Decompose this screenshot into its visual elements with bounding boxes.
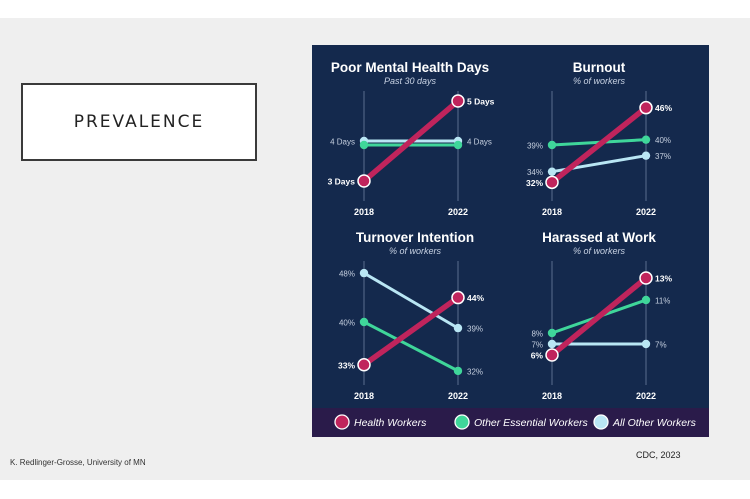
legend-label-other-essential-workers: Other Essential Workers <box>474 417 589 429</box>
series-line-health-workers <box>549 275 649 358</box>
data-point-health-workers-2022 <box>451 290 465 305</box>
tick-label-2022: 2022 <box>636 207 656 217</box>
footer-source: CDC, 2023 <box>636 450 681 460</box>
data-point-health-workers-2018 <box>357 358 371 372</box>
data-label-health-workers-2018: 3 Days <box>328 177 356 187</box>
top-bar <box>0 0 750 18</box>
data-point-health-workers-2018 <box>545 348 559 362</box>
series-line-health-workers <box>549 104 649 186</box>
tick-label-2022: 2022 <box>636 391 656 401</box>
tick-label-2018: 2018 <box>354 207 374 217</box>
data-label-other-essential-workers-2018: 8% <box>531 330 543 339</box>
data-point-all-other-workers-2018 <box>359 268 369 278</box>
panel-title: Harassed at Work <box>542 230 656 245</box>
infographic: Poor Mental Health Days Past 30 days 2018 2… <box>312 45 709 437</box>
tick-label-2018: 2018 <box>542 391 562 401</box>
data-point-health-workers-2022 <box>639 271 653 285</box>
panel-title: Poor Mental Health Days <box>331 60 489 75</box>
data-label-other-essential-workers-2022: 11% <box>655 297 670 306</box>
panel-turnover-intention: Turnover Intention% of workers 2018 2022 33… <box>338 230 484 401</box>
data-label-all-other-workers-2022: 7% <box>655 341 667 350</box>
tick-label-2022: 2022 <box>448 207 468 217</box>
data-label-all-other-workers-2022: 39% <box>467 325 483 334</box>
legend-label-all-other-workers: All Other Workers <box>612 417 697 429</box>
data-label-other-essential-workers-2018: 39% <box>527 142 543 151</box>
data-point-other-essential-workers-2022 <box>641 135 651 144</box>
panel-title: Turnover Intention <box>356 230 474 245</box>
panel-burnout: Burnout% of workers 2018 2022 32% 46% 39% 40% 3… <box>526 60 672 217</box>
slide-title: PREVALENCE <box>73 112 205 132</box>
data-label-health-workers-2022: 46% <box>655 103 672 113</box>
data-point-other-essential-workers-2018 <box>547 328 557 338</box>
data-label-all-other-workers-2018: 48% <box>339 270 355 279</box>
data-point-health-workers-2018 <box>545 175 559 190</box>
footer-credit: K. Redlinger-Grosse, University of MN <box>10 458 146 467</box>
data-label-all-other-workers-2022: 4 Days <box>467 138 492 147</box>
tick-label-2022: 2022 <box>448 391 468 401</box>
data-label-health-workers-2022: 5 Days <box>467 97 495 107</box>
data-label-health-workers-2022: 13% <box>655 274 672 284</box>
tick-label-2018: 2018 <box>542 207 562 217</box>
data-label-all-other-workers-2018: 7% <box>531 341 543 350</box>
data-point-health-workers-2022 <box>639 100 653 115</box>
data-point-other-essential-workers-2022 <box>453 366 463 376</box>
panel-subtitle: % of workers <box>573 76 626 86</box>
legend-marker-health-workers <box>334 414 350 430</box>
data-point-other-essential-workers-2022 <box>641 295 651 305</box>
data-point-other-essential-workers-2018 <box>359 317 369 327</box>
panel-subtitle: % of workers <box>389 246 442 256</box>
title-box: PREVALENCE <box>21 83 257 161</box>
data-label-all-other-workers-2018: 4 Days <box>330 138 355 147</box>
data-label-health-workers-2018: 33% <box>338 360 355 370</box>
legend: Health Workers Other Essential Workers All… <box>312 408 709 437</box>
data-point-all-other-workers-2022 <box>453 323 463 333</box>
data-label-other-essential-workers-2018: 40% <box>339 319 355 328</box>
tick-label-2018: 2018 <box>354 391 374 401</box>
data-label-health-workers-2018: 6% <box>531 351 544 361</box>
legend-marker-other-essential-workers <box>454 414 470 430</box>
data-point-all-other-workers-2022 <box>641 151 651 160</box>
panel-harassed-at-work: Harassed at Work% of workers 2018 2022 6% 13… <box>531 230 673 401</box>
panel-title: Burnout <box>573 60 626 75</box>
data-label-health-workers-2018: 32% <box>526 178 543 188</box>
data-label-all-other-workers-2018: 34% <box>527 168 543 177</box>
data-label-all-other-workers-2022: 37% <box>655 152 671 161</box>
data-point-health-workers-2018 <box>357 174 371 188</box>
data-point-other-essential-workers-2018 <box>547 140 557 150</box>
series-line-health-workers <box>361 294 461 368</box>
series-line-other-essential-workers <box>362 320 460 373</box>
series-line-all-other-workers <box>362 271 460 330</box>
legend-label-health-workers: Health Workers <box>354 417 427 429</box>
legend-background <box>312 408 709 437</box>
data-label-health-workers-2022: 44% <box>467 293 484 303</box>
panel-subtitle: % of workers <box>573 246 626 256</box>
data-point-other-essential-workers-2022 <box>453 140 463 150</box>
data-point-other-essential-workers-2018 <box>359 140 369 150</box>
data-label-other-essential-workers-2022: 40% <box>655 136 671 145</box>
data-label-other-essential-workers-2022: 32% <box>467 367 483 376</box>
legend-marker-all-other-workers <box>593 414 609 430</box>
data-point-all-other-workers-2018 <box>547 167 557 176</box>
data-point-all-other-workers-2022 <box>641 339 651 349</box>
panel-subtitle: Past 30 days <box>384 76 437 86</box>
series-line-health-workers <box>361 98 461 184</box>
data-point-health-workers-2022 <box>451 94 465 108</box>
data-point-all-other-workers-2018 <box>547 339 557 349</box>
